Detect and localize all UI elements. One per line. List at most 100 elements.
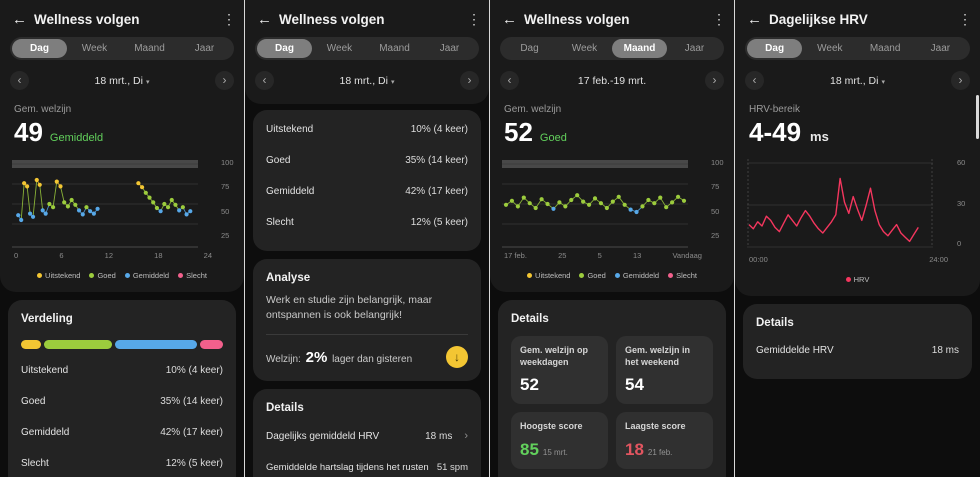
analyse-metric-text: Welzijn: 2% lager dan gisteren — [266, 349, 440, 366]
period-tabs: Dag Week Maand Jaar — [10, 37, 234, 60]
details-card: Details Dagelijks gemiddeld HRV 18 ms › … — [253, 389, 481, 477]
details-card: Details Gemiddelde HRV 18 ms — [743, 304, 972, 379]
tab-week[interactable]: Week — [326, 43, 353, 54]
scatter-chart — [12, 160, 198, 248]
metric-value: 2% — [305, 348, 328, 366]
date-navigation: ‹ 18 mrt., Di ▾ › — [735, 62, 980, 94]
date-selector[interactable]: 18 mrt., Di ▾ — [274, 75, 460, 87]
tab-maand[interactable]: Maand — [612, 39, 667, 58]
arrow-down-badge-icon: ↓ — [446, 346, 468, 369]
prev-date-icon[interactable]: ‹ — [500, 71, 519, 90]
wellness-score: 49 — [14, 117, 43, 147]
row-value: 35% (14 keer) — [405, 155, 468, 166]
distribution-rows-card: Uitstekend 10% (4 keer) Goed 35% (14 kee… — [253, 110, 481, 251]
analyse-text: Werk en studie zijn belangrijk, maar ont… — [266, 294, 433, 322]
tab-week[interactable]: Week — [571, 43, 598, 54]
hrv-day-chart: 60 30 0 — [735, 148, 980, 252]
tab-dag[interactable]: Dag — [747, 39, 803, 58]
next-date-icon[interactable]: › — [705, 71, 724, 90]
card-title: Details — [756, 317, 794, 329]
tab-dag[interactable]: Dag — [520, 43, 539, 54]
tab-dag[interactable]: Dag — [257, 39, 312, 58]
details-grid: Gem. welzijn op weekdagen 52 Gem. welzij… — [511, 336, 713, 477]
top-sheet: ← Wellness volgen ⋮ Dag Week Maand Jaar … — [245, 0, 489, 104]
prev-date-icon[interactable]: ‹ — [745, 71, 764, 90]
slecht-dot-icon — [668, 273, 674, 278]
metric-prefix: Welzijn: — [266, 353, 301, 365]
row-value: 18 ms — [425, 430, 453, 442]
x-tick: 13 — [632, 251, 642, 260]
next-date-icon[interactable]: › — [951, 71, 970, 90]
hrv-dot-icon — [845, 277, 851, 282]
card-title: Analyse — [266, 272, 311, 284]
y-tick: 50 — [221, 206, 230, 216]
y-tick: 75 — [221, 182, 230, 192]
detail-row-hrv[interactable]: Dagelijks gemiddeld HRV 18 ms › — [266, 420, 468, 452]
cell-value: 52 — [520, 375, 539, 395]
row-value: 42% (17 keer) — [405, 186, 468, 197]
tab-maand[interactable]: Maand — [869, 43, 901, 54]
prev-date-icon[interactable]: ‹ — [10, 71, 29, 90]
page-title: Wellness volgen — [524, 12, 630, 27]
back-icon[interactable]: ← — [257, 11, 272, 28]
x-tick: 17 feb. — [504, 251, 527, 260]
more-options-icon[interactable]: ⋮ — [712, 11, 726, 27]
tab-maand[interactable]: Maand — [134, 43, 165, 54]
tab-jaar[interactable]: Jaar — [194, 43, 215, 54]
distribution-row: Gemiddeld 42% (17 keer) — [21, 417, 223, 448]
hrv-range-value: 4-49 — [749, 117, 802, 147]
tab-jaar[interactable]: Jaar — [439, 43, 460, 54]
tab-dag[interactable]: Dag — [12, 39, 67, 58]
row-label: Uitstekend — [266, 124, 314, 135]
period-tabs: Dag Week Maand Jaar — [255, 37, 479, 60]
cell-value: 85 — [520, 440, 539, 460]
x-axis-ticks: 00:00 24:00 — [735, 252, 980, 264]
screen-wellness-day-scrolled: ← Wellness volgen ⋮ Dag Week Maand Jaar … — [245, 0, 490, 477]
more-options-icon[interactable]: ⋮ — [467, 11, 481, 27]
next-date-icon[interactable]: › — [460, 71, 479, 90]
legend-label: Gemiddeld — [132, 271, 170, 280]
chart-legend: Uitstekend Goed Gemiddeld Slecht — [490, 260, 734, 282]
legend-item: HRV — [845, 275, 869, 284]
tab-week[interactable]: Week — [817, 43, 843, 54]
distribution-row: Gemiddeld 42% (17 keer) — [266, 176, 468, 207]
legend-item: Goed — [579, 271, 606, 280]
chevron-down-icon: ▾ — [390, 78, 395, 86]
tab-week[interactable]: Week — [81, 43, 108, 54]
y-tick: 30 — [957, 198, 966, 208]
row-value: 35% (14 keer) — [160, 396, 223, 407]
tab-maand[interactable]: Maand — [379, 43, 410, 54]
more-options-icon[interactable]: ⋮ — [222, 11, 236, 27]
chevron-down-icon: ▾ — [881, 78, 885, 86]
cell-value: 54 — [625, 375, 644, 395]
card-title: Details — [266, 402, 304, 415]
back-icon[interactable]: ← — [747, 11, 762, 28]
back-icon[interactable]: ← — [502, 11, 517, 28]
scrollbar-thumb[interactable] — [976, 95, 979, 139]
score-category-label: Goed — [539, 132, 567, 144]
legend-item: Slecht — [178, 271, 207, 280]
date-selector[interactable]: 18 mrt., Di ▾ — [29, 75, 215, 87]
date-range-label[interactable]: 17 feb.-19 mrt. — [519, 75, 705, 87]
tab-jaar[interactable]: Jaar — [684, 43, 705, 54]
row-value: 42% (17 keer) — [160, 427, 223, 438]
back-icon[interactable]: ← — [12, 11, 27, 28]
card-title: Verdeling — [21, 313, 73, 325]
legend-item: Goed — [89, 271, 116, 280]
x-tick: 25 — [558, 251, 567, 260]
tab-jaar[interactable]: Jaar — [930, 43, 951, 54]
cell-sub-label: 21 feb. — [647, 448, 673, 458]
page-title: Wellness volgen — [34, 12, 140, 27]
row-label: Goed — [266, 155, 291, 166]
chart-legend: HRV — [735, 264, 980, 286]
x-tick: 18 — [154, 251, 163, 260]
next-date-icon[interactable]: › — [215, 71, 234, 90]
x-axis-ticks: 17 feb. 25 5 13 Vandaag — [490, 248, 734, 260]
legend-item: Gemiddeld — [614, 271, 659, 280]
more-options-icon[interactable]: ⋮ — [958, 11, 972, 27]
prev-date-icon[interactable]: ‹ — [255, 71, 274, 90]
date-label: 18 mrt., Di — [339, 74, 388, 87]
distribution-row: Uitstekend 10% (4 keer) — [266, 114, 468, 145]
page-title: Wellness volgen — [279, 12, 385, 27]
date-selector[interactable]: 18 mrt., Di ▾ — [764, 75, 951, 87]
